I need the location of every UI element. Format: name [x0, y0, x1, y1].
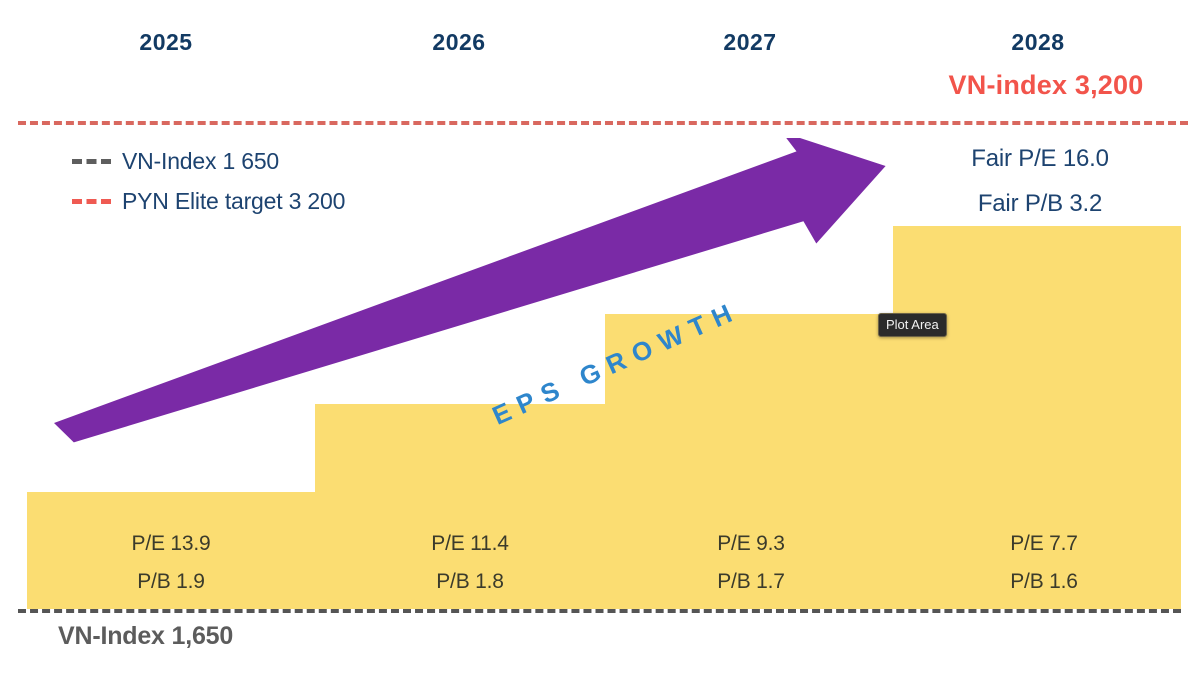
legend-item-label: PYN Elite target 3 200	[122, 188, 346, 214]
year-label-2026: 2026	[432, 29, 486, 55]
pe-label: P/E 7.7	[1010, 532, 1078, 555]
bar-values-2026: P/E 11.4 P/B 1.8	[355, 525, 585, 601]
dashed-line-swatch-icon	[72, 199, 111, 204]
vnindex-target-headline: VN-index 3,200	[948, 70, 1144, 100]
baseline-reference-line	[18, 609, 1181, 613]
fair-multiples-block: Fair P/E 16.0 Fair P/B 3.2	[895, 136, 1185, 226]
year-label-2028: 2028	[1011, 29, 1065, 55]
fair-pb-label: Fair P/B 3.2	[977, 190, 1103, 217]
pe-label: P/E 11.4	[431, 532, 509, 555]
pe-label: P/E 13.9	[131, 532, 211, 555]
legend-item-vnindex: VN-Index 1 650	[72, 148, 345, 175]
legend: VN-Index 1 650 PYN Elite target 3 200	[72, 148, 345, 215]
pb-label: P/B 1.6	[1010, 570, 1078, 593]
pb-label: P/B 1.7	[717, 570, 785, 593]
bar-values-2025: P/E 13.9 P/B 1.9	[56, 525, 286, 601]
bar-2025	[27, 492, 315, 609]
dashed-line-swatch-icon	[72, 159, 111, 164]
legend-item-label: VN-Index 1 650	[122, 148, 280, 174]
year-label-2027: 2027	[723, 29, 777, 55]
legend-item-pyn-target: PYN Elite target 3 200	[72, 188, 345, 215]
pb-label: P/B 1.8	[436, 570, 504, 593]
fair-pe-label: Fair P/E 16.0	[971, 145, 1109, 172]
year-label-2025: 2025	[139, 29, 193, 55]
pb-label: P/B 1.9	[137, 570, 205, 593]
target-reference-line	[18, 121, 1188, 125]
bar-2028	[893, 226, 1181, 609]
pe-label: P/E 9.3	[717, 532, 785, 555]
bar-values-2028: P/E 7.7 P/B 1.6	[929, 525, 1159, 601]
plot-area-tooltip: Plot Area	[878, 313, 947, 337]
bar-values-2027: P/E 9.3 P/B 1.7	[636, 525, 866, 601]
baseline-label: VN-Index 1,650	[58, 622, 234, 650]
